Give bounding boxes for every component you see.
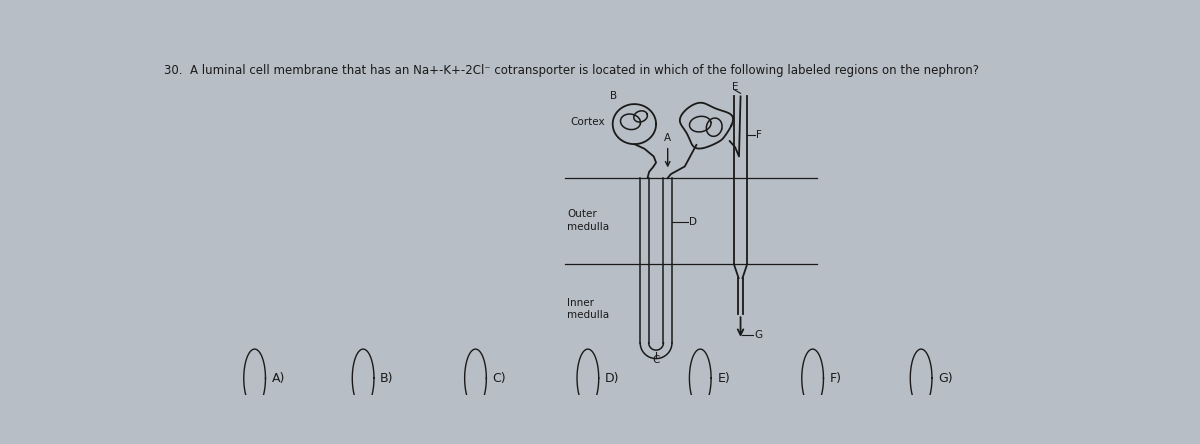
- Text: B: B: [610, 91, 617, 101]
- Text: G): G): [938, 372, 953, 385]
- Text: G: G: [755, 330, 763, 340]
- Text: Cortex: Cortex: [570, 117, 605, 127]
- Text: A: A: [664, 133, 671, 143]
- Text: E): E): [718, 372, 730, 385]
- Text: Inner
medulla: Inner medulla: [566, 298, 610, 320]
- Text: A): A): [271, 372, 286, 385]
- Text: C: C: [653, 355, 660, 365]
- Text: D): D): [605, 372, 619, 385]
- Text: Outer
medulla: Outer medulla: [566, 209, 610, 232]
- Text: B): B): [380, 372, 394, 385]
- Text: F: F: [756, 130, 762, 140]
- Text: C): C): [492, 372, 506, 385]
- Text: 30.  A luminal cell membrane that has an Na+-K+-2Cl⁻ cotransporter is located in: 30. A luminal cell membrane that has an …: [164, 64, 979, 77]
- Text: E: E: [732, 82, 738, 92]
- Text: D: D: [689, 217, 697, 227]
- Text: F): F): [829, 372, 841, 385]
